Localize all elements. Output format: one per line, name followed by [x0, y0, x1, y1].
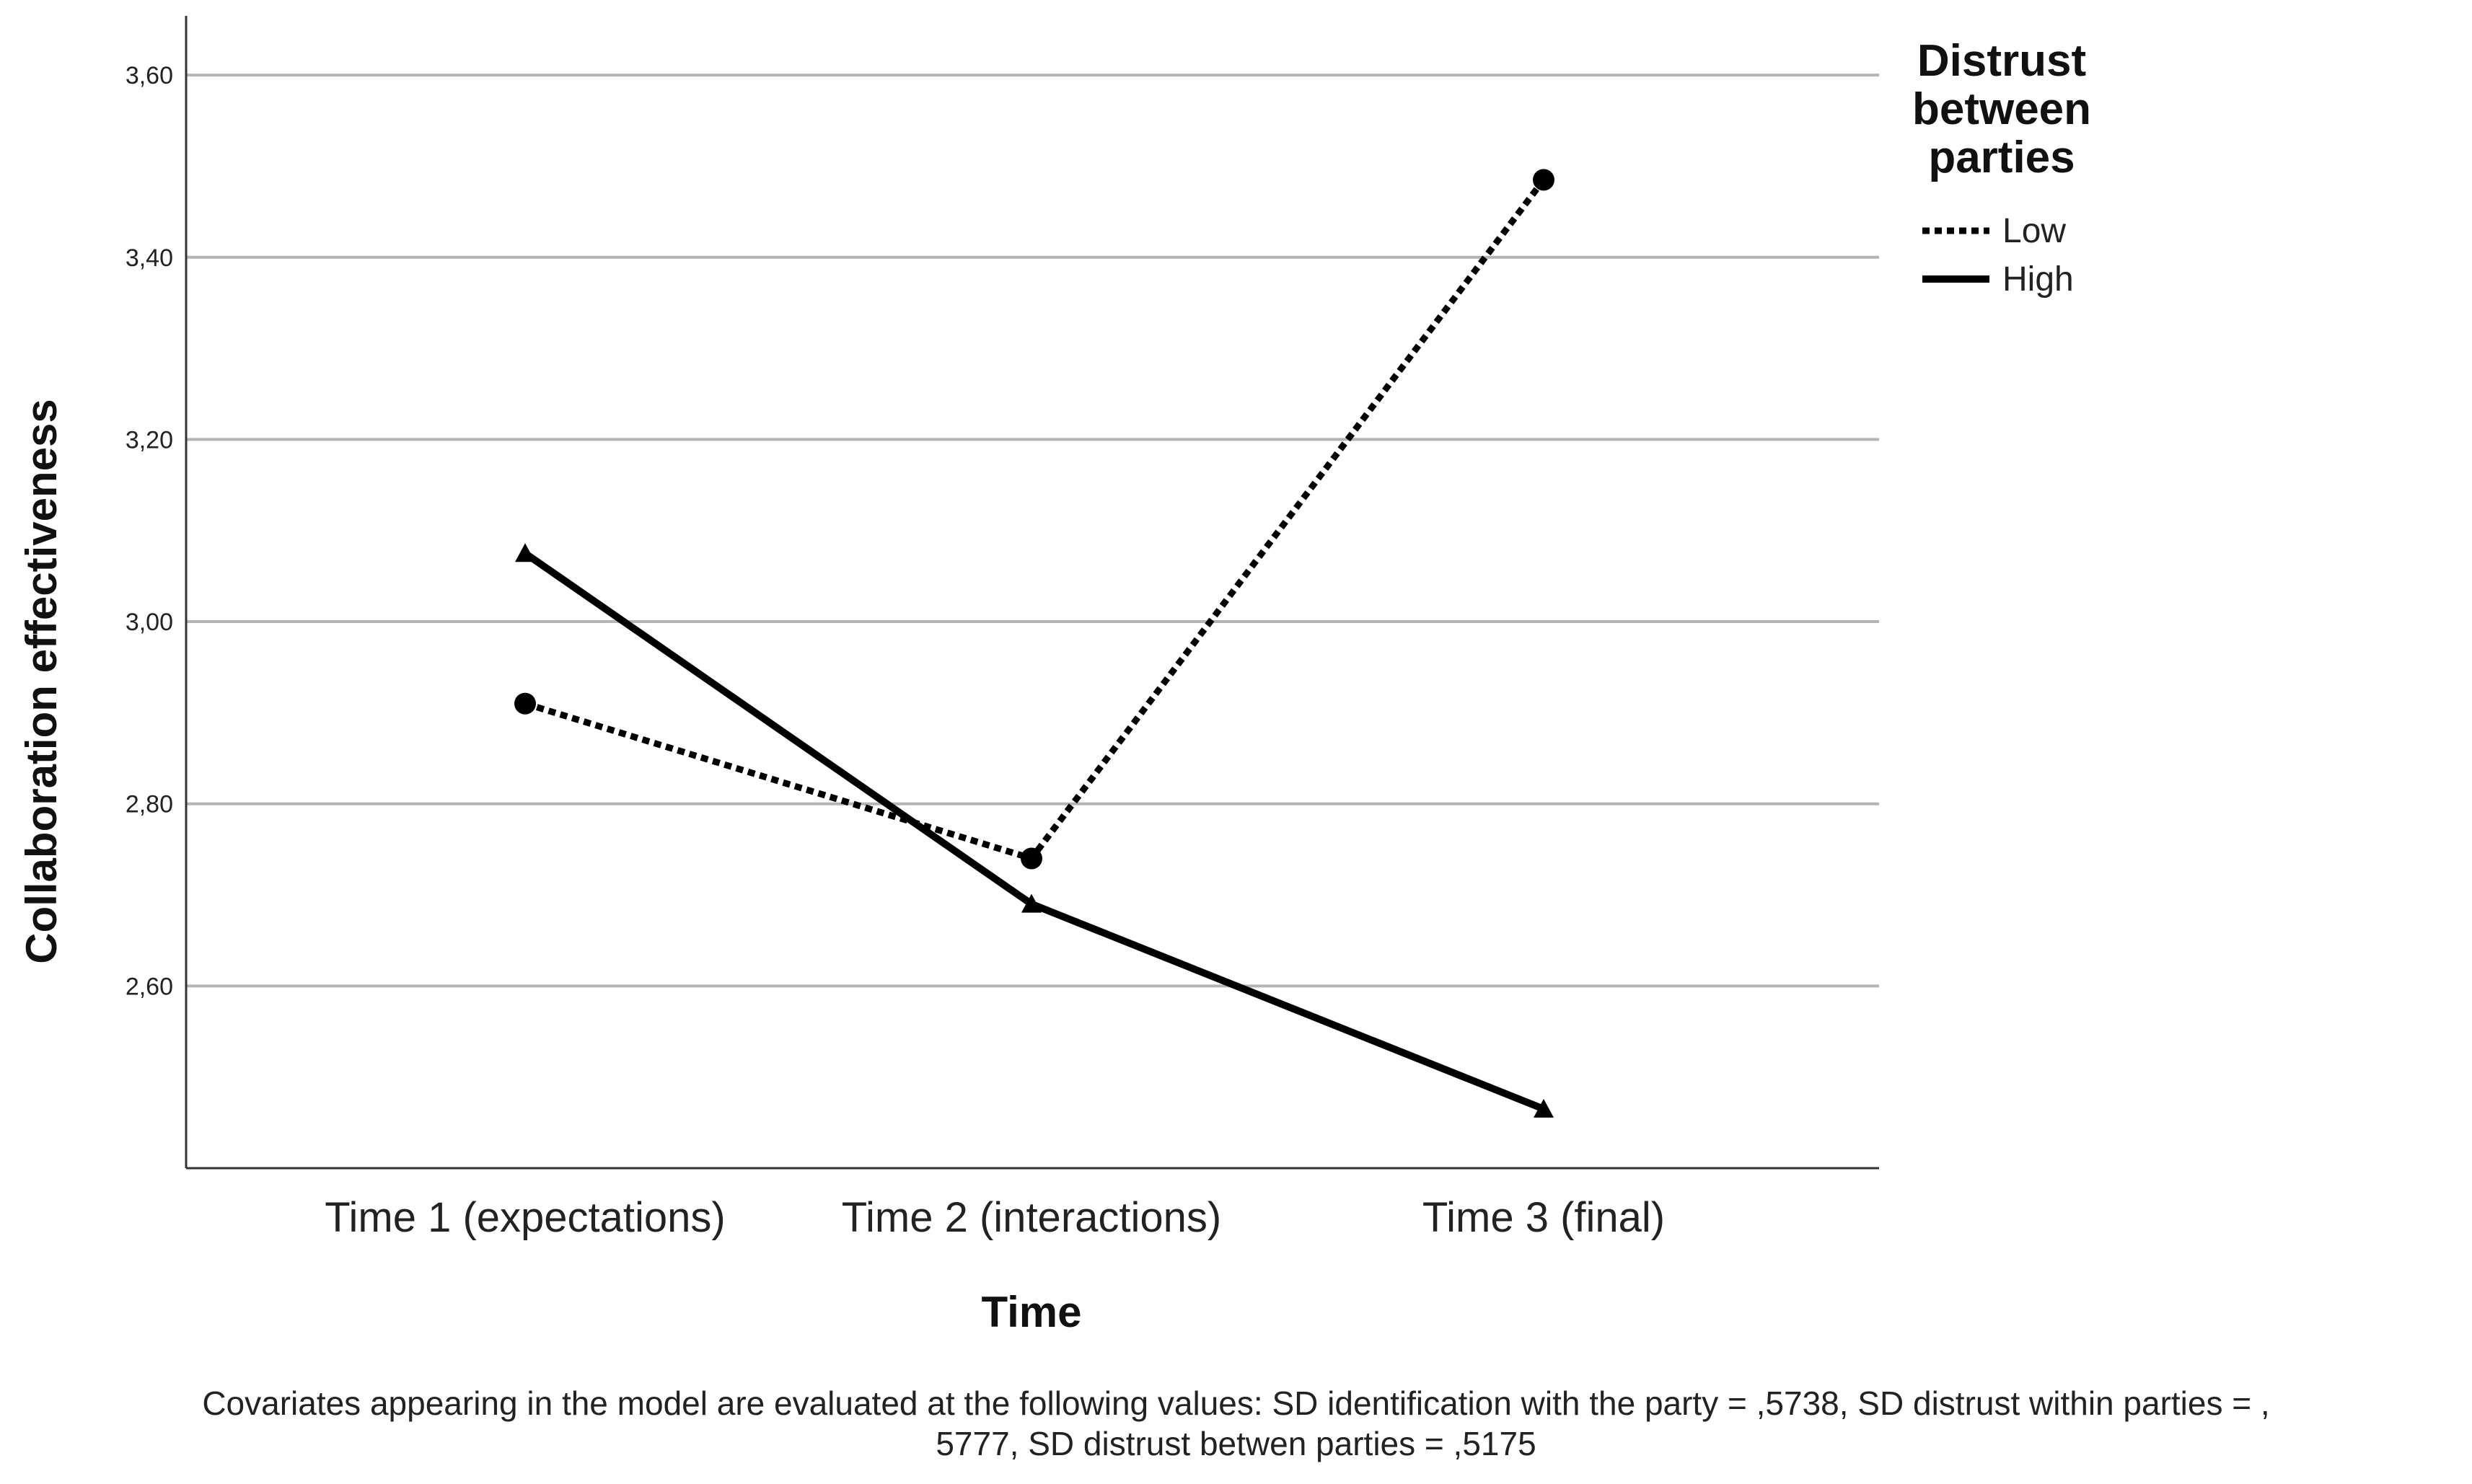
y-tick-label: 2,80 — [126, 791, 173, 818]
y-tick-label: 3,00 — [126, 609, 173, 636]
y-axis-title: Collaboration effectiveness — [17, 399, 66, 964]
data-point-high — [1021, 893, 1042, 913]
y-tick-label: 2,60 — [126, 973, 173, 1000]
series-group — [514, 169, 1554, 1118]
y-tick-label: 3,40 — [126, 244, 173, 272]
data-point-high — [1534, 1098, 1554, 1118]
x-category-label: Time 1 (expectations) — [325, 1194, 726, 1241]
series-high — [515, 543, 1554, 1118]
axes — [185, 16, 1879, 1170]
y-tick-labels: 2,60 2,80 3,00 3,20 3,40 3,60 — [126, 62, 173, 1000]
series-low — [514, 169, 1554, 870]
x-category-label: Time 3 (final) — [1422, 1194, 1665, 1241]
legend-title-line: parties — [1928, 133, 2075, 182]
data-point-high — [515, 543, 535, 562]
series-line-low — [524, 177, 1547, 862]
y-tick-label: 3,60 — [126, 62, 173, 89]
legend-label-high: High — [2002, 260, 2074, 299]
x-axis-title: Time — [982, 1288, 1082, 1336]
legend: Distrust between parties Low High — [1912, 36, 2091, 299]
footnote-line: 5777, SD distrust betwen parties = ,5175 — [936, 1425, 1536, 1462]
legend-title-line: Distrust — [1917, 36, 2086, 86]
data-point-low — [1021, 847, 1042, 870]
footnote-line: Covariates appearing in the model are ev… — [202, 1384, 2270, 1422]
series-line-high — [523, 550, 1545, 1113]
gridlines — [186, 74, 1879, 988]
legend-title-line: between — [1912, 84, 2091, 134]
x-category-labels: Time 1 (expectations) Time 2 (interaction… — [325, 1194, 1665, 1241]
y-tick-label: 3,20 — [126, 426, 173, 454]
footnote: Covariates appearing in the model are ev… — [0, 1383, 2472, 1464]
data-point-low — [1533, 169, 1554, 191]
data-point-low — [514, 692, 536, 715]
legend-label-low: Low — [2002, 212, 2066, 250]
x-category-label: Time 2 (interactions) — [842, 1194, 1221, 1241]
